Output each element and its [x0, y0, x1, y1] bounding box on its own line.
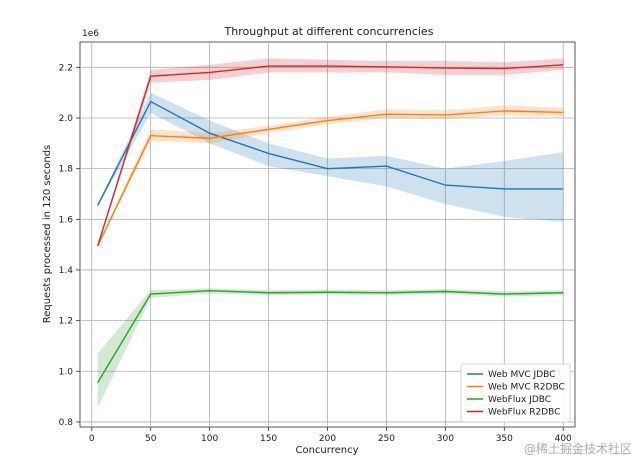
y-tick-label: 1.0 — [59, 367, 74, 377]
legend-label: WebFlux JDBC — [488, 395, 551, 405]
y-axis-ticks: 0.8 1.0 1.2 1.4 1.6 1.8 2.0 2.2 — [59, 63, 80, 428]
y-tick-label: 1.4 — [59, 266, 74, 276]
x-tick-label: 100 — [201, 434, 218, 444]
line-series-2 — [97, 290, 564, 384]
band-series-2 — [97, 288, 564, 409]
legend-box — [460, 363, 571, 423]
y-axis-label: Requests processed in 120 seconds — [42, 145, 53, 324]
series-lines — [97, 64, 564, 384]
x-tick-label: 300 — [437, 434, 454, 444]
legend: Web MVC JDBC Web MVC R2DBC WebFlux JDBC Web… — [460, 363, 571, 423]
y-tick-label: 0.8 — [59, 418, 74, 428]
y-tick-label: 2.2 — [59, 63, 73, 73]
x-tick-label: 200 — [319, 434, 336, 444]
line-series-0 — [97, 100, 564, 206]
legend-label: Web MVC JDBC — [488, 370, 555, 380]
band-series-0 — [97, 92, 564, 222]
y-tick-label: 1.8 — [59, 165, 74, 175]
x-axis-ticks: 0 50 100 150 200 250 300 350 400 — [89, 427, 572, 444]
line-series-1 — [97, 110, 564, 247]
x-tick-label: 350 — [496, 434, 513, 444]
y-tick-label: 1.2 — [59, 317, 73, 327]
x-tick-label: 400 — [555, 434, 572, 444]
y-offset-label: 1e6 — [82, 29, 99, 39]
y-tick-label: 2.0 — [59, 114, 74, 124]
chart-title: Throughput at different concurrencies — [224, 25, 434, 38]
x-tick-label: 150 — [260, 434, 277, 444]
legend-label: Web MVC R2DBC — [488, 383, 565, 393]
x-tick-label: 250 — [378, 434, 395, 444]
band-series-1 — [97, 105, 564, 248]
legend-label: WebFlux R2DBC — [488, 408, 560, 418]
x-axis-label: Concurrency — [295, 445, 358, 456]
x-tick-label: 0 — [89, 434, 95, 444]
x-tick-label: 50 — [145, 434, 157, 444]
y-tick-label: 1.6 — [59, 215, 74, 225]
watermark: @稀土掘金技术社区 — [523, 442, 632, 456]
confidence-bands — [97, 58, 564, 409]
grid — [80, 42, 575, 427]
line-series-3 — [97, 64, 564, 247]
